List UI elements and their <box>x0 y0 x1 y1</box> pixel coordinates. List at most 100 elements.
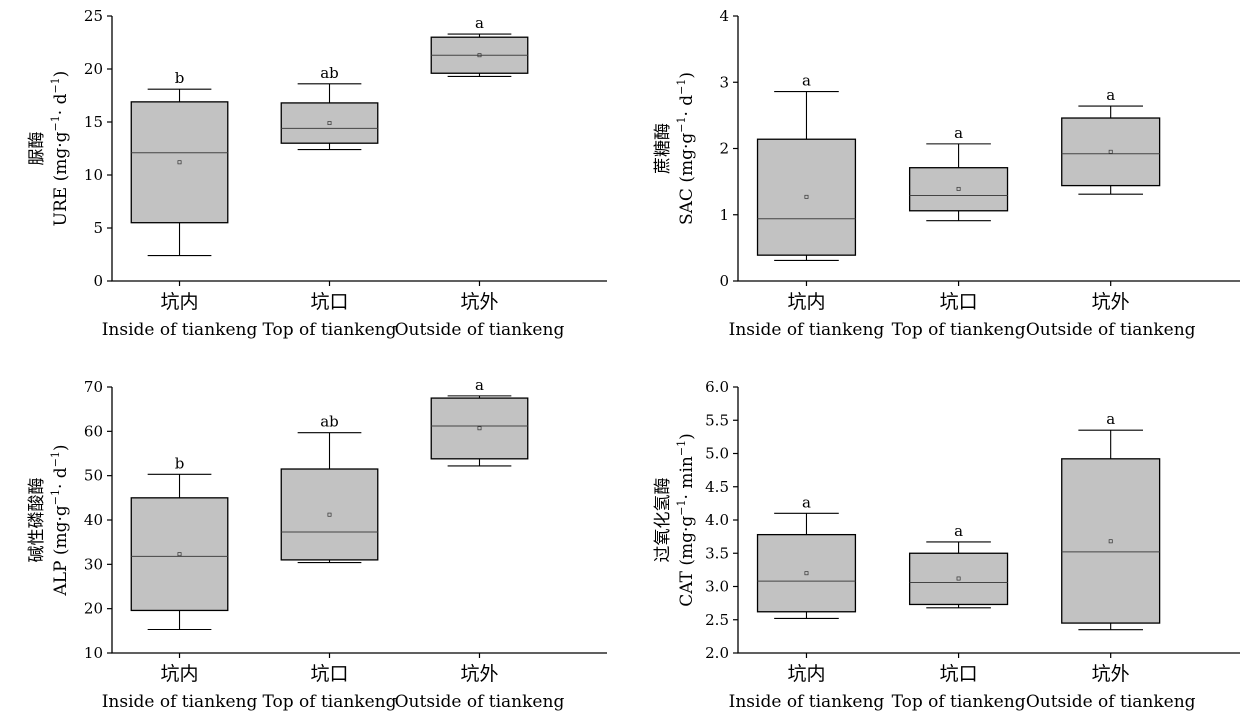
y-tick-label: 5.0 <box>705 445 729 463</box>
y-tick-label: 2.0 <box>705 644 729 662</box>
box-iqr <box>280 102 379 144</box>
box-iqr <box>756 138 857 256</box>
y-tick-label: 10 <box>84 644 103 662</box>
y-tick-label: 4.0 <box>705 511 729 529</box>
unit-time: · min <box>677 456 697 499</box>
y-axis-label-en: CAT (mg·g−1· min−1) <box>675 433 697 606</box>
y-axis-label-cn: 过氧化氢酶 <box>653 478 673 563</box>
significance-letter: b <box>175 69 185 87</box>
category-label-en: Outside of tiankeng <box>395 692 565 712</box>
box-iqr <box>908 552 1009 606</box>
superscript: −1 <box>49 489 62 505</box>
significance-letter: b <box>175 454 185 472</box>
superscript: −1 <box>49 115 62 131</box>
box-iqr <box>130 497 229 612</box>
y-tick-label: 15 <box>84 113 103 131</box>
y-axis-label-en: URE (mg·g−1· d−1) <box>49 71 71 227</box>
y-axis-label: 过氧化氢酶 CAT (mg·g−1· min−1) <box>653 433 697 606</box>
category-label-cn: 坑内 <box>161 663 199 685</box>
category-label-cn: 坑外 <box>460 663 498 685</box>
category-label-cn: 坑外 <box>460 291 498 313</box>
superscript: −1 <box>675 79 688 95</box>
box-3: a <box>1061 410 1161 631</box>
category-label-en: Top of tiankeng <box>892 692 1026 712</box>
significance-letter: a <box>954 522 963 540</box>
box-3: a <box>430 14 529 77</box>
box-iqr <box>908 167 1009 212</box>
panel-2: 0 1 2 3 4 坑内 Inside of tiankeng 坑口 Top of tianke… <box>653 7 1240 340</box>
y-tick-label: 3 <box>719 73 729 91</box>
y-tick-label: 20 <box>84 60 103 78</box>
category-label-cn: 坑外 <box>1092 291 1130 313</box>
close-paren: ) <box>51 71 71 78</box>
box-2: a <box>908 522 1009 609</box>
significance-letter: a <box>1106 410 1115 428</box>
y-tick-label: 60 <box>84 422 103 440</box>
y-tick-label: 5 <box>93 219 103 237</box>
y-axis-label-cn: 碱性磷酸酶 <box>27 478 47 563</box>
category-label-en: Top of tiankeng <box>262 320 396 340</box>
box-3: a <box>430 376 529 467</box>
category-label-en: Top of tiankeng <box>262 692 396 712</box>
category-label-en: Outside of tiankeng <box>1026 692 1196 712</box>
y-tick-label: 30 <box>84 555 103 573</box>
superscript: −1 <box>675 117 688 133</box>
superscript: −1 <box>49 77 62 93</box>
mean-marker <box>956 186 961 191</box>
box-iqr <box>1061 117 1161 187</box>
superscript: −1 <box>675 499 688 515</box>
y-tick-label: 6.0 <box>705 378 729 396</box>
y-axis-label-en: ALP (mg·g−1· d−1) <box>49 444 71 596</box>
category-label-cn: 坑口 <box>310 663 348 685</box>
y-axis-label: 蔗糖酶 SAC (mg·g−1· d−1) <box>653 72 697 225</box>
y-axis-label: 脲酶 URE (mg·g−1· d−1) <box>27 71 71 227</box>
y-axis-label-cn: 脲酶 <box>27 132 47 166</box>
y-tick-label: 70 <box>84 378 103 396</box>
axis-lines <box>737 387 1240 654</box>
box-2: ab <box>280 64 379 151</box>
category-label-en: Inside of tiankeng <box>102 320 258 340</box>
category-label-cn: 坑内 <box>787 291 825 313</box>
y-tick-label: 0 <box>719 272 729 290</box>
y-tick-label: 2.5 <box>705 611 729 629</box>
mean-marker <box>327 121 332 126</box>
y-tick-label: 1 <box>719 206 729 224</box>
box-iqr <box>756 533 857 613</box>
box-iqr <box>280 468 379 561</box>
category-label-cn: 坑外 <box>1092 663 1130 685</box>
mean-marker <box>477 53 482 58</box>
category-label-en: Top of tiankeng <box>892 320 1026 340</box>
unit-prefix: ALP (mg·g <box>51 505 71 596</box>
y-tick-label: 10 <box>84 166 103 184</box>
mean-marker <box>177 552 182 557</box>
mean-marker <box>1108 539 1113 544</box>
category-label-cn: 坑口 <box>310 291 348 313</box>
box-iqr <box>130 101 229 224</box>
significance-letter: a <box>802 72 811 90</box>
box-2: ab <box>280 413 379 564</box>
unit-prefix: SAC (mg·g <box>677 133 697 225</box>
unit-prefix: URE (mg·g <box>51 131 71 226</box>
category-label-cn: 坑口 <box>940 663 978 685</box>
superscript: −1 <box>49 451 62 467</box>
category-label-en: Inside of tiankeng <box>729 692 885 712</box>
y-tick-label: 4.5 <box>705 478 729 496</box>
y-tick-label: 25 <box>84 7 103 25</box>
category-label-cn: 坑内 <box>787 663 825 685</box>
y-axis-label-en: SAC (mg·g−1· d−1) <box>675 72 697 225</box>
box-1: a <box>756 72 857 262</box>
significance-letter: a <box>954 124 963 142</box>
box-iqr <box>430 397 529 460</box>
category-label-en: Outside of tiankeng <box>1026 320 1196 340</box>
close-paren: ) <box>677 72 697 79</box>
close-paren: ) <box>677 433 697 440</box>
category-label-en: Inside of tiankeng <box>729 320 885 340</box>
significance-letter: ab <box>320 413 339 431</box>
unit-time: · d <box>51 93 71 115</box>
box-1: a <box>756 493 857 619</box>
category-label-en: Inside of tiankeng <box>102 692 258 712</box>
panel-1: 0 5 10 15 20 25 坑内 Inside of tiankeng 坑口 Top of t… <box>27 7 607 340</box>
box-2: a <box>908 124 1009 222</box>
category-label-en: Outside of tiankeng <box>395 320 565 340</box>
